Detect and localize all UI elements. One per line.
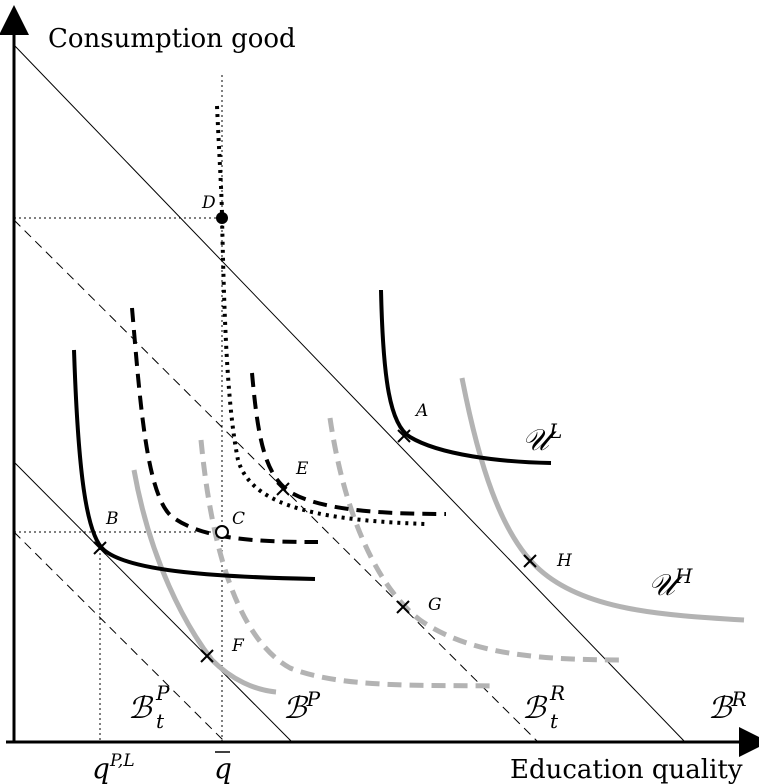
- y-axis-label: Consumption good: [48, 24, 296, 54]
- point-label-d: D: [201, 193, 216, 213]
- budget-line-br: [13, 44, 686, 743]
- black-dashed-curve-e: [250, 372, 447, 516]
- cross-b: [93, 541, 107, 555]
- label-b-p: ℬP: [283, 687, 321, 726]
- gray-dashed-curve-g: [327, 417, 627, 663]
- black-curve-ul: [379, 289, 552, 465]
- label-b-r: ℬR: [708, 687, 747, 726]
- point-label-f: F: [231, 636, 245, 656]
- cross-g: [396, 600, 410, 614]
- budget-line-btr: [13, 219, 539, 743]
- gray-dashed-curve-c: [198, 439, 497, 689]
- point-label-a: A: [414, 401, 428, 421]
- x-axis-label: Education quality: [510, 755, 743, 784]
- cross-h: [523, 554, 537, 568]
- label-b-t-r-sub: t: [550, 709, 559, 733]
- label-b-t-p-sup: P: [155, 681, 170, 705]
- cross-e: [276, 482, 290, 496]
- label-b-t-r: ℬ: [522, 691, 548, 726]
- label-b-t-r-sup: R: [549, 681, 565, 705]
- point-label-c: C: [232, 509, 245, 529]
- point-label-b: B: [105, 509, 119, 529]
- black-dashed-curve-c: [130, 307, 319, 544]
- cross-f: [200, 649, 214, 663]
- label-b-t-p: ℬ: [128, 691, 154, 726]
- label-u-h: 𝒰H: [648, 564, 693, 603]
- point-label-g: G: [428, 595, 442, 615]
- label-b-t-p-sub: t: [156, 709, 165, 733]
- black-curve-b: [72, 349, 316, 581]
- gray-curve-f: [131, 469, 277, 695]
- dotted-curve-d: [215, 105, 427, 526]
- cross-a: [397, 429, 411, 443]
- tick-label-q-bar: q: [214, 752, 232, 784]
- tick-label-q-pl: qP,L: [92, 751, 135, 784]
- budget-line-bp: [13, 461, 293, 743]
- point-label-e: E: [295, 459, 309, 479]
- gray-curve-uh: [459, 377, 745, 623]
- label-u-l: 𝒰L: [522, 419, 562, 458]
- point-label-h: H: [556, 551, 573, 571]
- budget-line-btp: [13, 531, 226, 743]
- dot-d: [216, 212, 228, 224]
- dot-c: [215, 525, 229, 539]
